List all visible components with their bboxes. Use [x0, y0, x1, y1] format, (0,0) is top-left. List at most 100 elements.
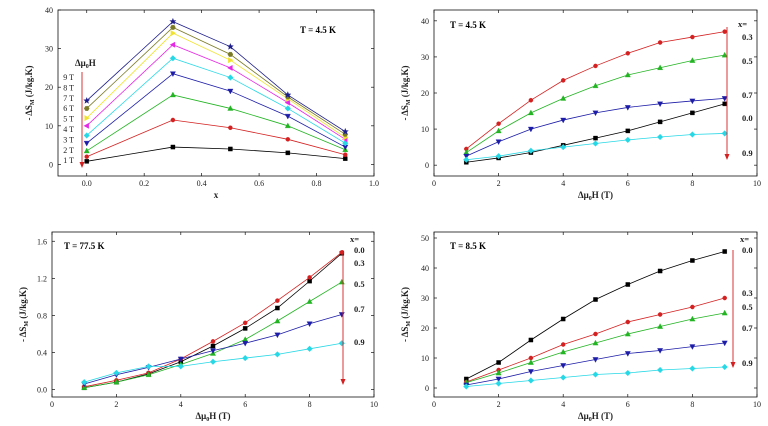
legend-item: 6 T [63, 104, 74, 113]
data-point [285, 137, 291, 142]
data-point [227, 74, 234, 81]
x-tick-label: 0.2 [139, 179, 149, 188]
legend-title: x= [738, 19, 747, 29]
y-tick-label: 50 [421, 234, 429, 243]
series-line [86, 44, 346, 140]
data-point [527, 109, 534, 116]
series-7T [84, 30, 349, 141]
legend-item: 0.9 [742, 358, 753, 368]
legend-item: 0.3 [742, 32, 753, 42]
data-point [560, 78, 566, 83]
data-point [495, 153, 502, 160]
legend-item: 4 T [63, 125, 74, 134]
data-point [284, 122, 291, 129]
data-point [592, 82, 599, 89]
data-point [341, 127, 349, 135]
data-point [274, 351, 281, 358]
data-point [722, 101, 727, 107]
chart-title: T = 77.5 K [64, 241, 104, 251]
series-line [86, 73, 346, 148]
data-point [169, 17, 177, 25]
plot-frame [51, 231, 375, 398]
data-point [343, 156, 348, 161]
x-tick-label: 2 [114, 400, 118, 409]
legend-item: 3 T [63, 135, 74, 144]
data-point [560, 374, 567, 381]
series-0p5 [81, 278, 345, 390]
series-0p0 [81, 251, 345, 390]
data-point [170, 117, 176, 123]
y-axis-label: - ΔSM (J/kg.K) [400, 65, 412, 120]
series-line [86, 21, 346, 132]
data-point [495, 369, 502, 376]
data-point [690, 34, 695, 40]
data-point [690, 258, 695, 263]
data-point [689, 315, 696, 322]
data-point [527, 126, 534, 133]
data-point [656, 366, 664, 374]
data-point [84, 159, 89, 164]
series-line [466, 342, 725, 386]
plot-frame [433, 231, 758, 398]
series-0p7 [463, 340, 728, 389]
data-point [242, 340, 249, 347]
series-0p9 [463, 130, 728, 163]
y-tick-label: 0 [425, 384, 429, 393]
data-point [242, 354, 249, 362]
legend-item: 7 T [63, 94, 74, 103]
series-line [84, 252, 343, 388]
x-tick-label: 0.8 [312, 179, 322, 188]
plot-frame [57, 9, 375, 177]
data-point [275, 298, 280, 303]
y-tick-label: 0.0 [37, 386, 47, 395]
data-point [210, 339, 216, 344]
legend-arrow-head [724, 154, 730, 160]
data-point [593, 331, 598, 337]
data-point [343, 152, 348, 158]
series-0p5 [463, 51, 728, 155]
x-tick-label: 4 [179, 400, 183, 409]
series-0p5 [463, 309, 728, 385]
x-tick-label: 2 [497, 179, 501, 188]
data-point [592, 371, 599, 378]
x-tick-label: 4 [561, 179, 565, 188]
data-point [113, 369, 120, 377]
data-point [228, 125, 233, 130]
data-point [170, 30, 177, 37]
y-axis-label: - ΔSM (J/kg.K) [400, 287, 412, 342]
x-tick-label: 6 [626, 179, 630, 188]
data-point [624, 351, 631, 357]
x-tick-label: 2 [497, 400, 501, 409]
data-point [722, 249, 727, 254]
data-point [495, 376, 502, 383]
data-point [170, 24, 176, 30]
data-point [463, 383, 470, 390]
series-0p0 [464, 249, 727, 382]
x-tick-label: 8 [690, 400, 694, 409]
data-point [145, 371, 152, 378]
data-point [227, 88, 234, 95]
data-point [307, 275, 312, 280]
data-point [689, 344, 696, 350]
data-point [242, 326, 248, 331]
series-line [466, 31, 725, 150]
y-axis-label: - ΔSM (J/kg.K) [24, 65, 36, 120]
legend-item: 2 T [63, 146, 74, 155]
legend-arrow-head [730, 362, 736, 368]
y-tick-label: 30 [45, 45, 53, 54]
data-point [306, 345, 313, 352]
data-point [721, 96, 728, 102]
data-point [527, 377, 535, 384]
y-tick-label: 0.4 [37, 349, 47, 358]
data-point [657, 323, 664, 329]
y-tick-label: 30 [421, 53, 429, 62]
data-point [113, 378, 120, 385]
data-point [625, 128, 631, 134]
y-tick-label: 20 [421, 89, 429, 98]
series-0p9 [81, 340, 345, 386]
data-point [689, 131, 696, 138]
x-tick-label: 0 [432, 179, 436, 188]
data-point [722, 295, 727, 301]
data-point [284, 99, 291, 106]
